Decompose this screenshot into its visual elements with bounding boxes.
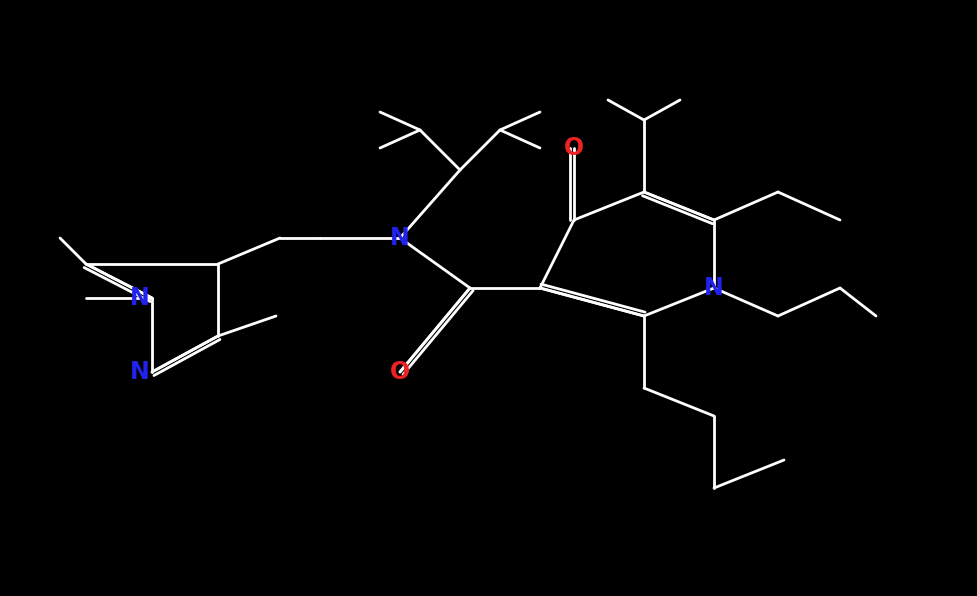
Text: O: O xyxy=(564,136,583,160)
Text: N: N xyxy=(130,360,149,384)
Text: O: O xyxy=(390,360,409,384)
Text: N: N xyxy=(703,276,723,300)
Text: N: N xyxy=(130,286,149,310)
Text: N: N xyxy=(390,226,409,250)
